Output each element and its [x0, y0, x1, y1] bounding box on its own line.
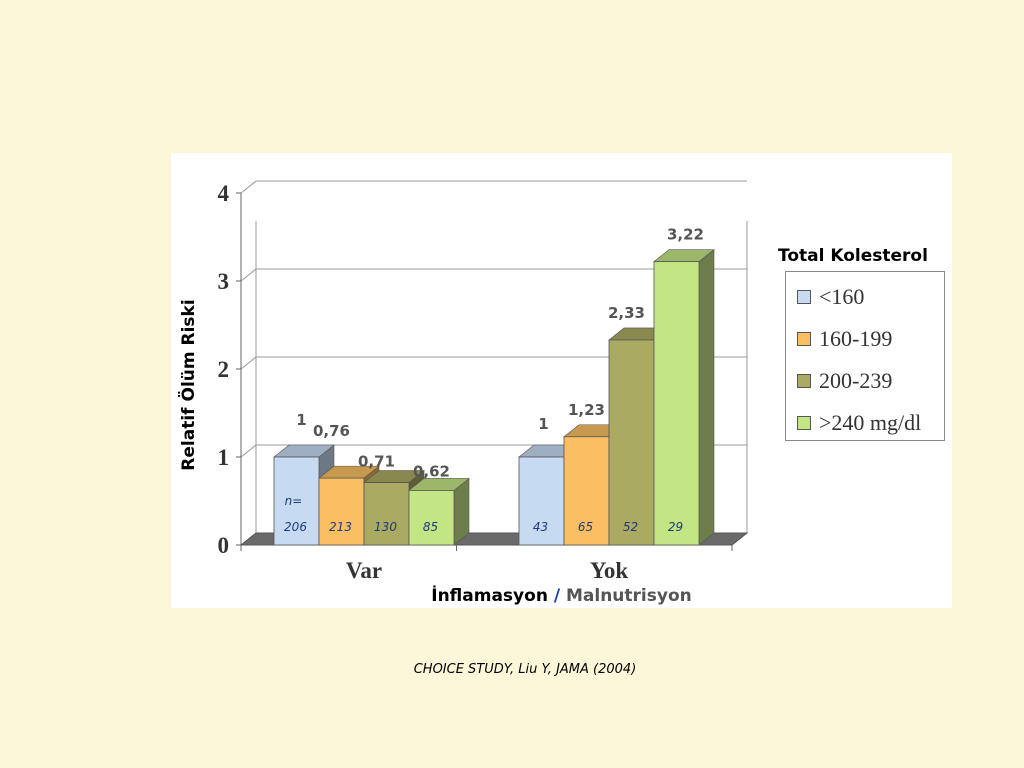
x-tick-label: Yok — [590, 558, 629, 583]
legend-item: >240 mg/dl — [797, 408, 921, 438]
legend-label: 160-199 — [819, 326, 893, 351]
value-label: 3,22 — [667, 226, 704, 244]
value-label: 2,33 — [608, 304, 645, 322]
source-citation: CHOICE STUDY, Liu Y, JAMA (2004) — [413, 662, 637, 677]
legend-label: <160 — [819, 284, 865, 309]
value-label: 0,76 — [313, 422, 350, 440]
y-axis-title: Relatif Ölüm Riski — [179, 299, 199, 471]
x-title-part-2: Malnutrisyon — [565, 586, 692, 606]
bar — [273, 456, 320, 546]
bar — [653, 261, 700, 546]
value-label: 1,23 — [568, 401, 605, 419]
legend-label: 200-239 — [819, 368, 893, 393]
y-tick-label: 0 — [218, 533, 230, 558]
bar — [408, 490, 455, 546]
bar — [318, 477, 365, 546]
y-tick-labels: 0 1 2 3 4 — [218, 181, 230, 558]
n-count-label: 29 — [668, 520, 683, 534]
data-labels: 206 213 130 85 43 65 52 29 n= 1 0,76 0,71 0,62 1 1,23 2… — [284, 226, 704, 534]
n-count-label: 206 — [284, 520, 307, 534]
chart-panel: 206 213 130 85 43 65 52 29 n= 1 0,76 0,71 0,62 1 1,23 2… — [171, 153, 952, 608]
value-label: 0,71 — [358, 453, 395, 471]
value-label: 1 — [538, 415, 548, 433]
gridline-diagonal — [240, 180, 257, 194]
n-count-label: 65 — [578, 520, 593, 534]
bar — [563, 436, 610, 546]
bar-side — [698, 249, 715, 546]
legend-item: 160-199 — [797, 324, 892, 354]
n-prefix-label: n= — [285, 494, 303, 508]
n-count-label: 85 — [423, 520, 438, 534]
x-title-separator: / — [553, 586, 561, 606]
gridline-diagonal — [240, 268, 257, 282]
legend-title: Total Kolesterol — [778, 246, 928, 266]
legend-item: 200-239 — [797, 366, 892, 396]
bars — [273, 249, 715, 546]
gridline-diagonal — [240, 356, 257, 370]
legend: <160 160-199 200-239 >240 mg/dl — [785, 271, 945, 441]
y-tick-label: 4 — [218, 181, 230, 206]
x-tick-label: Var — [346, 558, 382, 583]
n-count-label: 213 — [329, 520, 352, 534]
y-tick-label: 1 — [218, 445, 230, 470]
legend-item: <160 — [797, 282, 864, 312]
legend-swatch — [797, 290, 811, 304]
y-tick-label: 3 — [218, 269, 230, 294]
x-tick-labels: Var Yok — [346, 558, 628, 583]
legend-label: >240 mg/dl — [819, 410, 922, 435]
value-label: 0,62 — [413, 462, 450, 480]
n-count-label: 52 — [623, 520, 638, 534]
legend-swatch — [797, 332, 811, 346]
bar — [363, 482, 410, 546]
value-label: 1 — [296, 411, 306, 429]
n-count-label: 130 — [374, 520, 397, 534]
gridline-diagonal — [240, 444, 257, 458]
n-count-label: 43 — [533, 520, 548, 534]
legend-swatch — [797, 416, 811, 430]
x-axis-title: İnflamasyon / Malnutrisyon — [171, 586, 952, 606]
x-title-part-1: İnflamasyon — [431, 586, 548, 606]
bar — [608, 339, 655, 546]
y-tick-label: 2 — [218, 357, 230, 382]
legend-swatch — [797, 374, 811, 388]
bar-chart: 206 213 130 85 43 65 52 29n=10,760,710,6211,232… — [218, 180, 749, 583]
